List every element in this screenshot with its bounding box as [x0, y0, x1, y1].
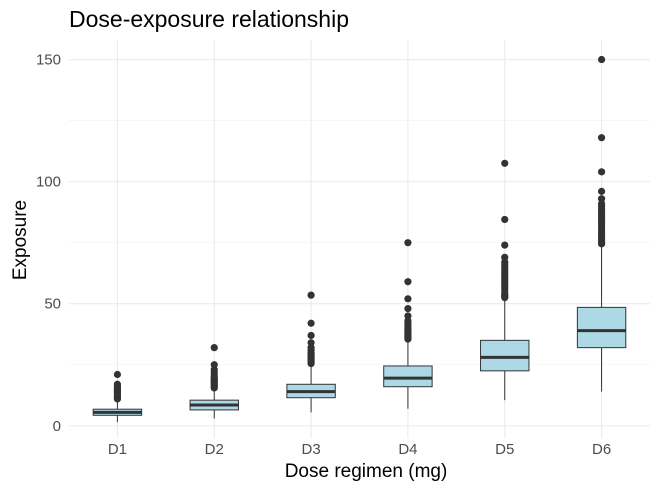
outlier-point	[113, 370, 122, 379]
y-axis-label: Exposure	[10, 200, 31, 280]
outlier-point	[501, 215, 509, 224]
outlier-point	[501, 253, 509, 261]
x-axis-label: Dose regimen (mg)	[285, 461, 448, 482]
x-tick-label: D2	[205, 441, 224, 458]
outlier-point	[597, 134, 606, 142]
outlier-point	[307, 319, 315, 327]
outlier-point	[307, 291, 315, 299]
y-tick-label: 0	[53, 418, 61, 435]
outlier-point	[404, 312, 412, 320]
axes: 0 50 100 150 D1 D2 D3 D4 D5 D6	[36, 52, 611, 458]
outlier-point	[113, 380, 122, 388]
plot-data	[92, 55, 627, 423]
x-tick-label: D6	[592, 441, 611, 458]
outlier-point	[307, 339, 315, 347]
iqr-box	[480, 339, 530, 372]
box-group-d2	[189, 344, 239, 419]
box-group-d1	[92, 370, 143, 423]
x-tick-label: D1	[108, 441, 127, 458]
x-tick-label: D5	[495, 441, 514, 458]
outlier-point	[210, 361, 218, 369]
outlier-point	[597, 195, 606, 203]
iqr-box	[383, 365, 433, 388]
outlier-point	[404, 278, 412, 286]
outlier-point	[597, 168, 606, 176]
outlier-point	[404, 295, 412, 303]
outlier-point	[501, 241, 509, 249]
iqr-box	[576, 306, 627, 349]
outlier-point	[501, 159, 509, 167]
y-tick-label: 50	[44, 296, 61, 313]
outlier-point	[597, 187, 606, 195]
grid	[69, 40, 650, 438]
x-tick-label: D3	[301, 441, 320, 458]
box-group-d3	[286, 291, 336, 413]
outlier-point	[597, 55, 606, 64]
outlier-point	[307, 331, 315, 340]
y-tick-label: 100	[36, 174, 61, 191]
outlier-point	[210, 344, 218, 352]
x-tick-label: D4	[398, 441, 417, 458]
outlier-point	[404, 304, 412, 313]
box-group-d6	[576, 55, 627, 392]
outlier-point	[404, 239, 412, 247]
box-group-d4	[383, 239, 433, 409]
chart-title: Dose-exposure relationship	[69, 6, 349, 32]
y-tick-label: 150	[36, 52, 61, 69]
box-group-d5	[480, 159, 530, 401]
